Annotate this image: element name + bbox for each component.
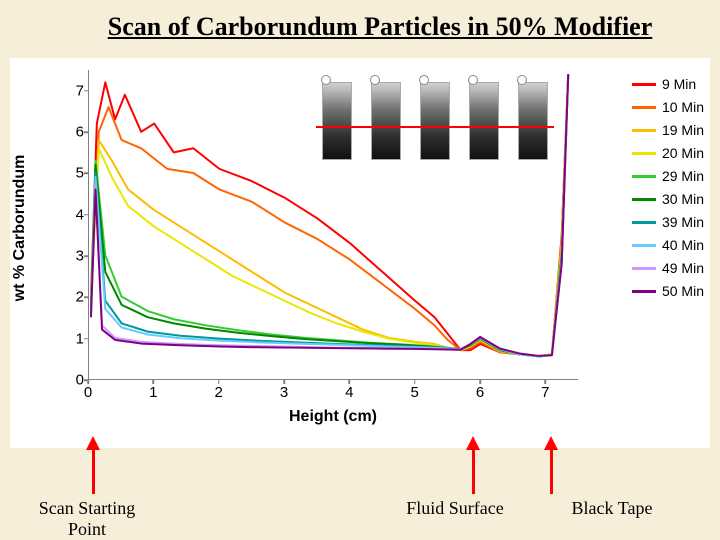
x-tick-mark — [218, 380, 220, 384]
y-tick-label: 6 — [66, 124, 84, 141]
legend-item: 40 Min — [632, 237, 704, 253]
x-tick-mark — [153, 380, 155, 384]
x-axis-label: Height (cm) — [289, 408, 377, 426]
x-tick-mark — [479, 380, 481, 384]
y-tick-label: 1 — [66, 330, 84, 347]
legend-label: 9 Min — [662, 76, 696, 92]
legend-swatch — [632, 106, 656, 109]
legend-swatch — [632, 83, 656, 86]
legend-label: 49 Min — [662, 260, 704, 276]
y-tick-label: 5 — [66, 165, 84, 182]
legend-swatch — [632, 244, 656, 247]
y-tick-mark — [84, 255, 88, 257]
legend: 9 Min 10 Min 19 Min 20 Min 29 Min 30 Min 39 Mi… — [632, 76, 704, 306]
y-tick-label: 2 — [66, 289, 84, 306]
y-tick-label: 4 — [66, 206, 84, 223]
inset-photos — [310, 72, 560, 168]
legend-item: 49 Min — [632, 260, 704, 276]
y-tick-mark — [84, 338, 88, 340]
y-tick-label: 7 — [66, 82, 84, 99]
annotation-fluid: Fluid Surface — [406, 498, 503, 519]
legend-label: 30 Min — [662, 191, 704, 207]
legend-label: 29 Min — [662, 168, 704, 184]
legend-swatch — [632, 175, 656, 178]
legend-swatch — [632, 290, 656, 293]
legend-label: 10 Min — [662, 99, 704, 115]
inset-tube — [518, 82, 548, 160]
x-tick-label: 4 — [345, 384, 353, 401]
legend-swatch — [632, 221, 656, 224]
legend-label: 19 Min — [662, 122, 704, 138]
inset-tube — [420, 82, 450, 160]
inset-tube — [371, 82, 401, 160]
legend-swatch — [632, 129, 656, 132]
y-tick-mark — [84, 214, 88, 216]
x-tick-label: 6 — [476, 384, 484, 401]
legend-item: 30 Min — [632, 191, 704, 207]
x-tick-mark — [545, 380, 547, 384]
legend-item: 39 Min — [632, 214, 704, 230]
legend-item: 19 Min — [632, 122, 704, 138]
x-tick-label: 1 — [149, 384, 157, 401]
x-tick-label: 7 — [541, 384, 549, 401]
legend-item: 50 Min — [632, 283, 704, 299]
y-tick-mark — [84, 131, 88, 133]
legend-swatch — [632, 198, 656, 201]
y-tick-mark — [84, 173, 88, 175]
legend-label: 39 Min — [662, 214, 704, 230]
legend-label: 40 Min — [662, 237, 704, 253]
arrow-fluid — [472, 438, 475, 494]
x-tick-label: 3 — [280, 384, 288, 401]
legend-swatch — [632, 267, 656, 270]
legend-item: 9 Min — [632, 76, 704, 92]
x-tick-mark — [283, 380, 285, 384]
inset-redline — [316, 126, 554, 128]
y-tick-mark — [84, 297, 88, 299]
y-axis-label: wt % Carborundum — [11, 155, 29, 302]
x-tick-label: 2 — [214, 384, 222, 401]
legend-label: 20 Min — [662, 145, 704, 161]
x-tick-mark — [414, 380, 416, 384]
arrow-tape — [550, 438, 553, 494]
legend-item: 29 Min — [632, 168, 704, 184]
x-tick-label: 0 — [84, 384, 92, 401]
plot-area: wt % Carborundum Height (cm) 0 1 2 3 4 5 6 7 0 1 2… — [10, 58, 710, 448]
legend-swatch — [632, 152, 656, 155]
x-tick-label: 5 — [410, 384, 418, 401]
y-tick-label: 0 — [66, 372, 84, 389]
annotation-start: Scan StartingPoint — [39, 498, 136, 540]
legend-label: 50 Min — [662, 283, 704, 299]
legend-item: 10 Min — [632, 99, 704, 115]
y-tick-mark — [84, 90, 88, 92]
legend-item: 20 Min — [632, 145, 704, 161]
page-title: Scan of Carborundum Particles in 50% Mod… — [0, 0, 720, 46]
annotation-tape: Black Tape — [572, 498, 653, 519]
x-tick-mark — [349, 380, 351, 384]
arrow-start — [92, 438, 95, 494]
y-tick-label: 3 — [66, 248, 84, 265]
inset-tube — [322, 82, 352, 160]
x-tick-mark — [87, 380, 89, 384]
inset-tube — [469, 82, 499, 160]
